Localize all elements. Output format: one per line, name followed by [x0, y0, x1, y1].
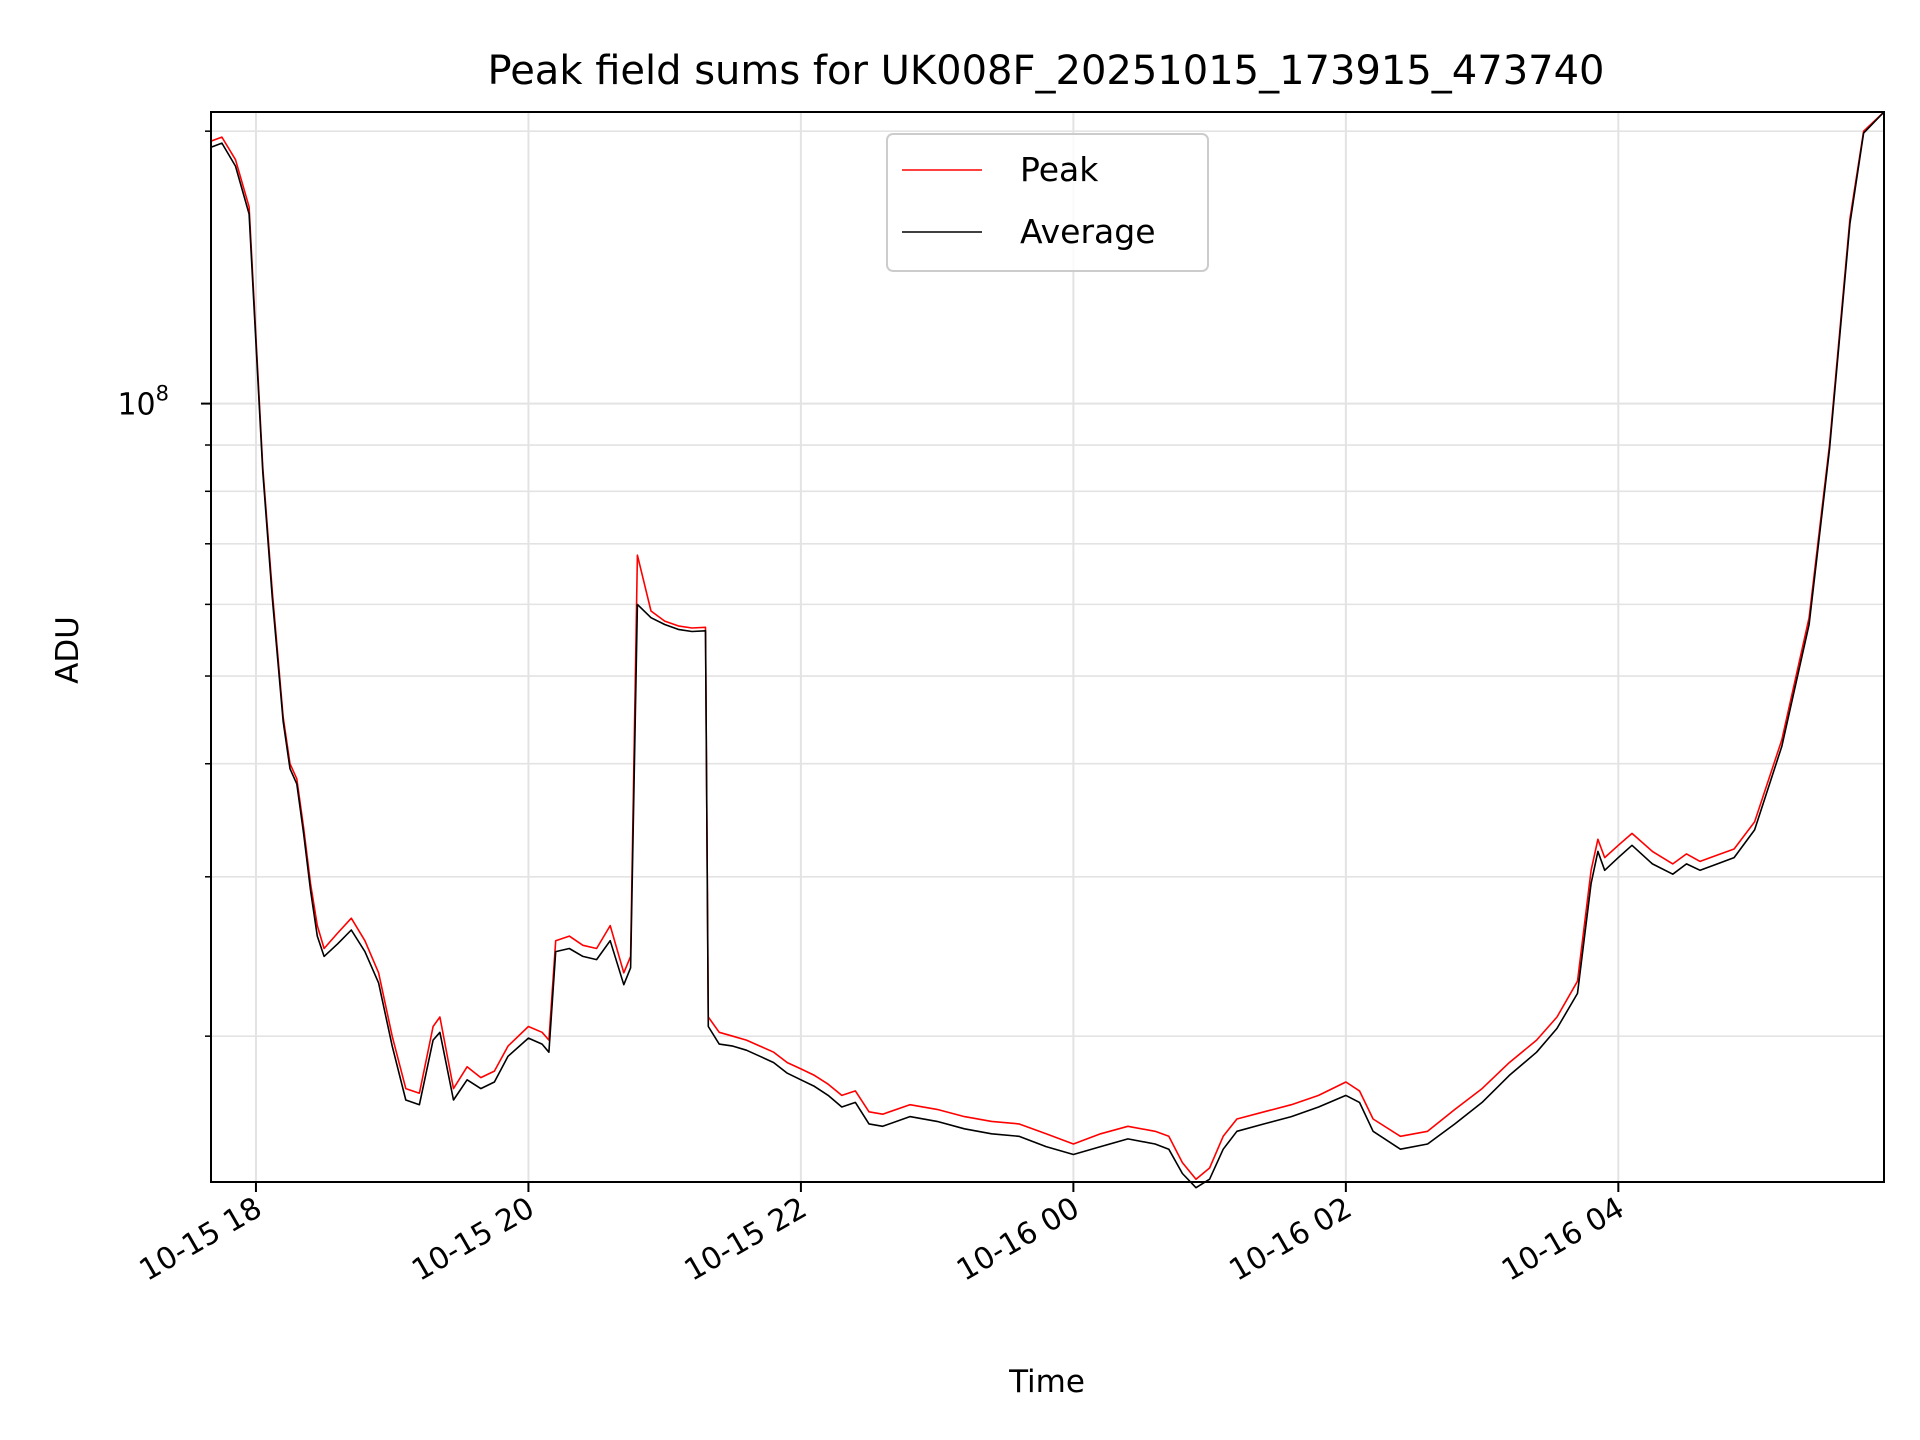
- legend-box: [886, 133, 1209, 272]
- plot-area-frame: [210, 111, 1885, 1183]
- legend-label-average: Average: [1020, 212, 1156, 251]
- grid: [211, 112, 1884, 1182]
- legend-label-peak: Peak: [1020, 150, 1099, 189]
- series-line-average: [210, 111, 1885, 1189]
- series-line-peak: [210, 111, 1885, 1180]
- legend: Peak Average: [886, 133, 1209, 272]
- y-axis-label: ADU: [50, 616, 86, 684]
- chart-title: Peak field sums for UK008F_20251015_1739…: [488, 48, 1605, 94]
- x-axis-label: Time: [1008, 1364, 1085, 1400]
- y-tick-label: 108: [117, 382, 169, 423]
- series-group: [210, 111, 1885, 1189]
